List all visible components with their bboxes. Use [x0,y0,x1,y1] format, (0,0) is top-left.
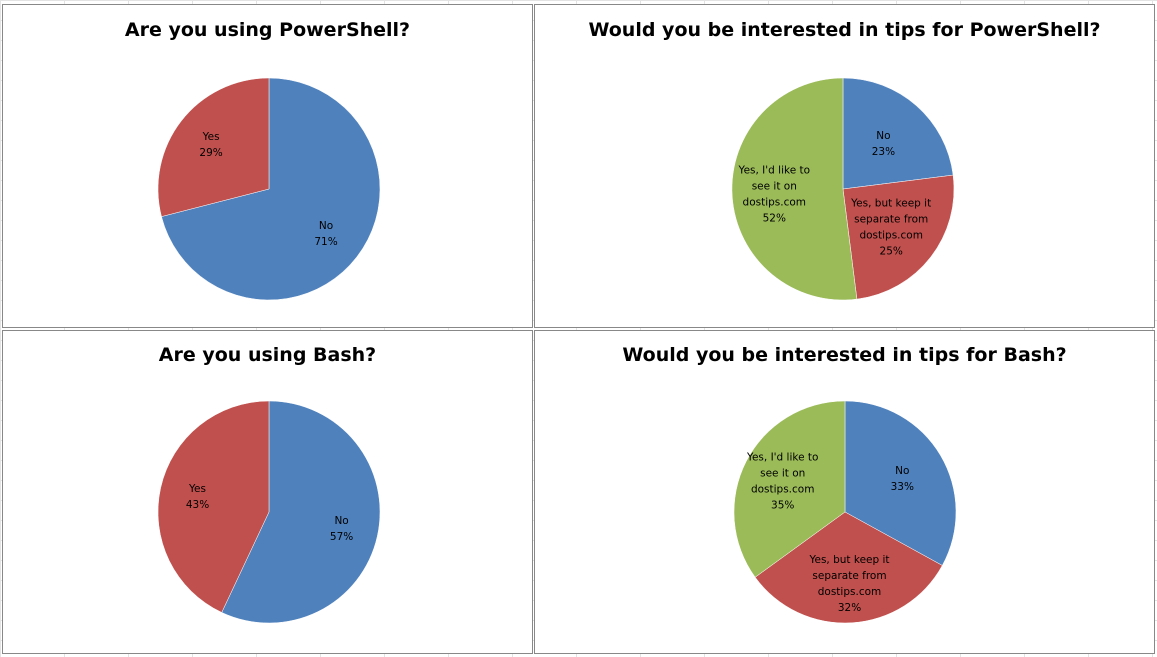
chart-bash-usage: Are you using Bash? No 57% Yes 43% [2,330,533,654]
slice-data-label: Yes, I'd like to see it on dostips.com 52% [738,164,811,224]
slice-data-label: No 23% [872,130,895,158]
pie-slice-no [844,400,957,566]
pie-slice-yes-i-d-like-to-see-it-on-dostips-com [733,400,846,578]
pie-chart: No 71% Yes 29% [157,77,381,301]
chart-title: Are you using PowerShell? [124,19,411,41]
pie-slice-yes-i-d-like-to-see-it-on-dostips-com [731,77,858,301]
slice-data-label: No 33% [891,465,914,493]
chart-title: Would you be interested in tips for Bash… [622,344,1067,366]
chart-powershell-tips: Would you be interested in tips for Powe… [534,4,1155,328]
slice-data-label: No 57% [330,515,353,543]
pie-slice-yes-but-keep-it-separate-from-dostips-com [842,174,955,300]
pie-slice-yes-but-keep-it-separate-from-dostips-com [754,511,943,624]
slice-data-label: Yes, I'd like to see it on dostips.com 35% [746,451,819,511]
slice-data-label: Yes 29% [199,131,222,159]
slice-data-label: Yes, but keep it separate from dostips.com… [808,554,889,614]
slice-data-label: Yes, but keep it separate from dostips.com… [850,197,931,257]
chart-powershell-usage: Are you using PowerShell? No 71% Yes 29% [2,4,533,328]
pie-slice-no [842,77,954,190]
pie-slice-yes [157,400,270,613]
chart-title: Would you be interested in tips for Powe… [588,19,1101,41]
pie-chart: No 57% Yes 43% [157,400,381,624]
chart-title: Are you using Bash? [158,344,377,366]
pie-chart: No 23% Yes, but keep it separate from dostip… [731,77,955,301]
pie-slice-no [161,77,381,301]
chart-bash-tips: Would you be interested in tips for Bash… [534,330,1155,654]
pie-chart: No 33% Yes, but keep it separate from dostip… [733,400,957,624]
slice-data-label: No 71% [314,220,337,248]
pie-slice-no [221,400,381,624]
slice-data-label: Yes 43% [186,483,209,511]
pie-slice-yes [157,77,270,217]
